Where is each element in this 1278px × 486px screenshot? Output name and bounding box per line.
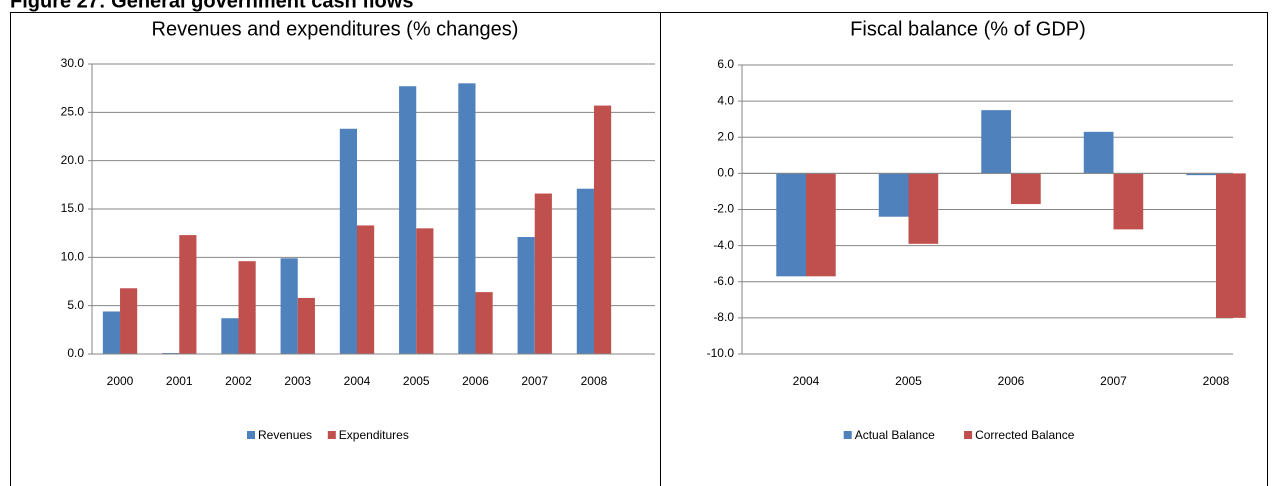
x-tick-label: 2007: [1100, 374, 1127, 388]
bar: [1011, 173, 1041, 205]
bar: [238, 261, 256, 354]
y-tick-label: 30.0: [61, 56, 85, 70]
bar: [221, 318, 239, 354]
y-tick-label: 0.0: [717, 166, 734, 180]
legend-label: Revenues: [258, 428, 312, 442]
x-tick-label: 2008: [1203, 374, 1230, 388]
bar: [806, 173, 836, 277]
bar: [280, 258, 298, 354]
legend-label: Corrected Balance: [975, 428, 1075, 442]
x-tick-label: 2008: [581, 374, 608, 388]
bar: [981, 110, 1011, 174]
chart-title: Fiscal balance (% of GDP): [850, 18, 1086, 40]
legend-swatch: [327, 431, 336, 439]
bar: [475, 292, 493, 354]
bar: [416, 228, 434, 354]
bar: [1083, 131, 1114, 174]
x-tick-label: 2004: [793, 374, 820, 388]
legend-swatch: [843, 431, 852, 439]
panel-frame: [10, 12, 661, 486]
bar: [357, 225, 375, 354]
x-tick-label: 2005: [895, 374, 922, 388]
bar: [179, 235, 197, 354]
y-tick-label: -10.0: [707, 346, 735, 360]
figure-title: Figure 27: General government cash flows: [10, 0, 413, 12]
bar: [1186, 173, 1216, 176]
bar: [399, 86, 417, 354]
y-tick-label: 4.0: [717, 93, 734, 107]
y-tick-label: 15.0: [61, 201, 85, 215]
y-tick-label: 6.0: [717, 57, 734, 71]
x-tick-label: 2005: [403, 374, 430, 388]
y-tick-label: -4.0: [713, 238, 734, 252]
y-tick-label: -6.0: [713, 274, 734, 288]
bar: [458, 83, 476, 354]
y-tick-label: 0.0: [67, 346, 84, 360]
bar: [534, 193, 552, 354]
bar: [1113, 173, 1144, 230]
bar: [297, 297, 315, 354]
bar: [1216, 173, 1246, 318]
x-tick-label: 2007: [521, 374, 548, 388]
y-tick-label: 2.0: [717, 129, 734, 143]
bar: [576, 188, 594, 354]
bar: [517, 237, 535, 354]
x-tick-label: 2006: [998, 374, 1025, 388]
bar: [878, 173, 909, 217]
x-tick-label: 2006: [462, 374, 489, 388]
y-tick-label: -2.0: [713, 202, 734, 216]
y-tick-label: 20.0: [61, 153, 85, 167]
legend-swatch: [964, 431, 973, 439]
legend-swatch: [247, 431, 255, 439]
x-tick-label: 2001: [166, 374, 193, 388]
x-tick-label: 2003: [284, 374, 311, 388]
x-tick-label: 2004: [344, 374, 371, 388]
y-tick-label: -8.0: [713, 310, 734, 324]
panel-frame: [660, 12, 1268, 486]
bar: [776, 173, 806, 277]
legend-label: Actual Balance: [855, 428, 935, 442]
x-tick-label: 2000: [107, 374, 134, 388]
legend-label: Expenditures: [339, 428, 409, 442]
bar: [120, 288, 138, 354]
y-tick-label: 5.0: [67, 298, 84, 312]
bar: [102, 311, 121, 354]
x-tick-label: 2002: [225, 374, 252, 388]
y-tick-label: 10.0: [61, 250, 85, 264]
bar: [339, 128, 357, 354]
bar: [908, 173, 939, 244]
bar: [593, 105, 612, 354]
y-tick-label: 25.0: [61, 105, 85, 119]
chart-title: Revenues and expenditures (% changes): [152, 18, 519, 40]
